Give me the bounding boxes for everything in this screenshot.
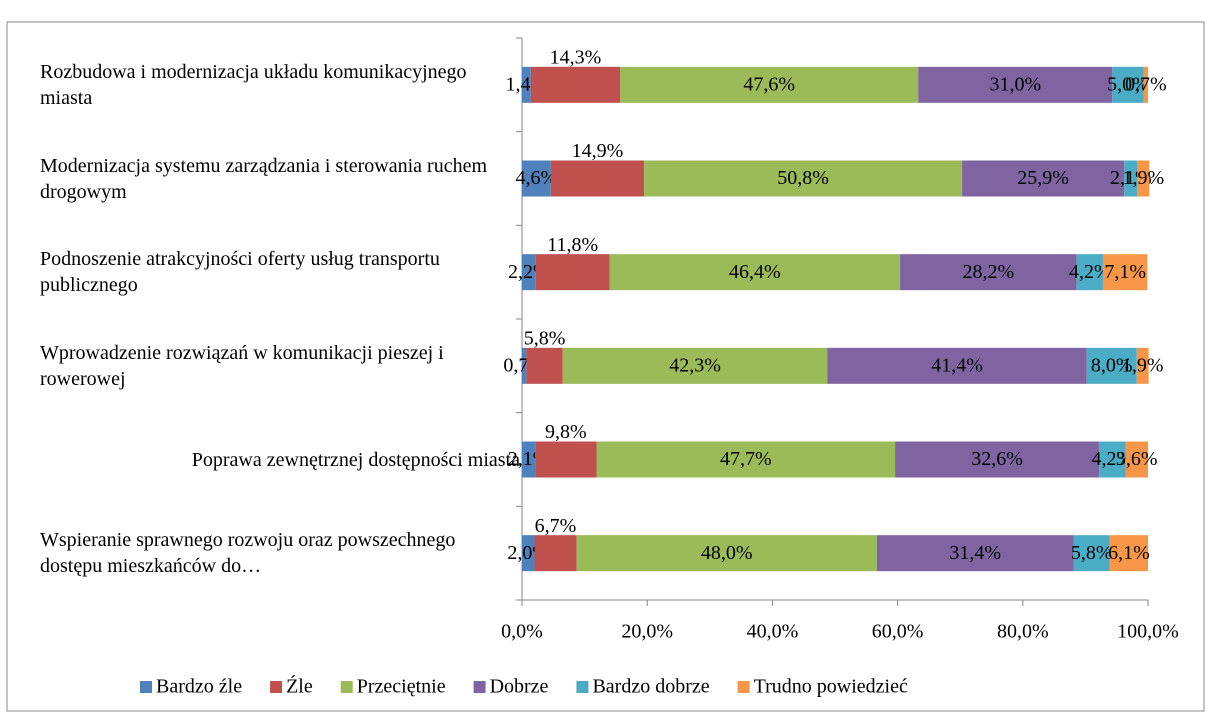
legend-swatch <box>140 681 152 693</box>
bar-segment <box>1125 441 1148 478</box>
category-text: Rozbudowa i modernizacja układu komunika… <box>40 60 467 109</box>
data-label: 14,9% <box>572 140 624 162</box>
bar-segment <box>900 254 1077 291</box>
data-label: 42,3% <box>669 354 721 376</box>
bar-segment <box>522 66 531 103</box>
legend-swatch <box>270 681 283 693</box>
data-label: 48,0% <box>701 542 753 564</box>
data-label: 6,1% <box>1108 542 1150 564</box>
data-label: 5,0% <box>1107 73 1149 95</box>
data-label: 47,7% <box>720 448 772 470</box>
data-label: 50,8% <box>777 167 829 189</box>
bar-segment <box>1137 160 1150 197</box>
bar-segment <box>522 160 551 197</box>
bar-segment <box>962 160 1125 197</box>
legend-swatch <box>737 681 750 693</box>
data-label: 6,7% <box>535 515 577 537</box>
bar-segment <box>535 441 597 478</box>
bar-segment <box>1076 254 1103 291</box>
data-label: 4,2% <box>1091 448 1133 470</box>
category-label: Wprowadzenie rozwiązań w komunikacji pie… <box>40 340 520 392</box>
category-text: Modernizacja systemu zarządzania i stero… <box>40 154 488 203</box>
data-label: 7,1% <box>1104 261 1146 283</box>
bar-segment <box>522 441 536 478</box>
bar-segment <box>1102 254 1148 291</box>
data-label: 5,8% <box>524 327 566 349</box>
bar-segment <box>1073 535 1110 572</box>
bar-segment <box>1086 347 1137 384</box>
bar-segment <box>1099 441 1126 478</box>
bar-segment <box>535 254 610 291</box>
bar-segment <box>620 66 919 103</box>
x-tick-label: 80,0% <box>997 621 1049 643</box>
data-label: 3,6% <box>1116 448 1158 470</box>
bar-segment <box>644 160 963 197</box>
data-label: 41,4% <box>931 354 983 376</box>
data-label: 47,6% <box>743 73 795 95</box>
bar-segment <box>522 535 535 572</box>
data-label: 1,9% <box>1122 167 1164 189</box>
data-label: 4,6% <box>516 167 558 189</box>
data-label: 11,8% <box>547 234 598 256</box>
bar-segment <box>876 535 1074 572</box>
data-label: 0,7% <box>1125 73 1167 95</box>
x-tick-label: 40,0% <box>747 621 799 643</box>
bar-segment <box>562 347 828 384</box>
data-label: 25,9% <box>1017 167 1069 189</box>
bar-segment <box>918 66 1113 103</box>
category-label: Poprawa zewnętrznej dostępności miasta <box>40 447 520 473</box>
data-label: 32,6% <box>971 448 1023 470</box>
data-label: 46,4% <box>729 261 781 283</box>
bar-segment <box>895 441 1100 478</box>
data-label: 4,2% <box>1069 261 1111 283</box>
legend-label: Przeciętnie <box>357 676 446 698</box>
bar-segment <box>550 160 645 197</box>
category-label: Modernizacja systemu zarządzania i stero… <box>40 153 520 205</box>
data-label: 8,0% <box>1091 354 1133 376</box>
data-label: 31,4% <box>949 542 1001 564</box>
legend-swatch <box>340 681 353 693</box>
data-label: 1,9% <box>1122 354 1164 376</box>
data-label: 14,3% <box>550 46 602 68</box>
bar-segment <box>576 535 877 572</box>
bar-segment <box>1136 347 1149 384</box>
bar-segment <box>827 347 1087 384</box>
x-tick-label: 20,0% <box>621 621 673 643</box>
legend-swatch <box>576 681 589 693</box>
category-label: Rozbudowa i modernizacja układu komunika… <box>40 59 520 111</box>
data-label: 5,8% <box>1071 542 1113 564</box>
bar-segment <box>526 347 563 384</box>
legend-label: Dobrze <box>490 676 549 698</box>
data-label: 9,8% <box>545 421 587 443</box>
bar-segment <box>1112 66 1144 103</box>
category-label: Wspieranie sprawnego rozwoju oraz powsze… <box>40 527 520 579</box>
legend-label: Źle <box>286 675 313 698</box>
category-text: Poprawa zewnętrznej dostępności miasta <box>191 448 520 471</box>
x-tick-label: 100,0% <box>1117 621 1179 643</box>
chart-border <box>6 21 1205 712</box>
x-tick-label: 0,0% <box>501 621 543 643</box>
data-label: 31,0% <box>989 73 1041 95</box>
bar-segment <box>522 254 536 291</box>
legend-label: Trudno powiedzieć <box>754 676 908 698</box>
bar-segment <box>596 441 896 478</box>
bar-segment <box>534 535 577 572</box>
category-text: Podnoszenie atrakcyjności oferty usług t… <box>40 248 440 297</box>
data-label: 28,2% <box>963 261 1015 283</box>
bar-segment <box>609 254 901 291</box>
bar-segment <box>522 347 527 384</box>
legend-label: Bardzo dobrze <box>592 676 709 698</box>
category-text: Wprowadzenie rozwiązań w komunikacji pie… <box>40 341 444 390</box>
category-label: Podnoszenie atrakcyjności oferty usług t… <box>40 246 520 298</box>
bar-segment <box>1143 66 1148 103</box>
bar-segment <box>530 66 621 103</box>
bar-segment <box>1109 535 1148 572</box>
legend-swatch <box>473 681 486 693</box>
bar-segment <box>1124 160 1138 197</box>
x-tick-label: 60,0% <box>872 621 924 643</box>
legend-label: Bardzo źle <box>156 676 242 698</box>
category-text: Wspieranie sprawnego rozwoju oraz powsze… <box>40 529 456 578</box>
